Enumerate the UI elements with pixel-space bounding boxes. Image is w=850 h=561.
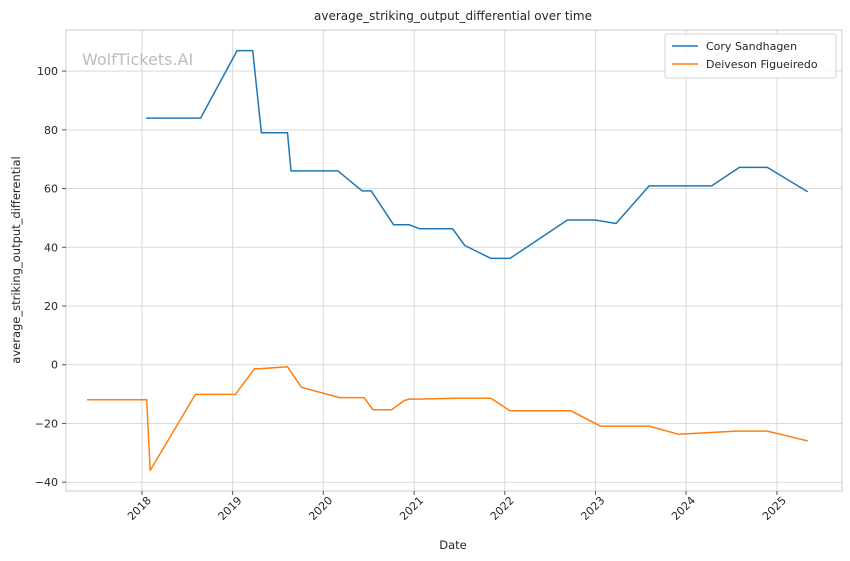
legend-box	[664, 33, 837, 79]
y-tick-label: 80	[44, 124, 58, 137]
plot-frame	[65, 29, 843, 492]
legend-label: Deiveson Figueiredo	[706, 58, 818, 71]
x-tick-label: 2021	[397, 494, 426, 523]
watermark: WolfTickets.AI	[82, 50, 193, 69]
series-line-cory-sandhagen	[145, 49, 808, 260]
y-tick-label: −20	[35, 417, 58, 430]
x-tick-label: 2024	[669, 494, 698, 523]
legend: Cory Sandhagen Deiveson Figueiredo	[664, 33, 837, 79]
chart-title: average_striking_output_differential ove…	[314, 9, 592, 23]
grid	[66, 30, 842, 491]
x-tick-label: 2019	[216, 494, 245, 523]
x-axis-title: Date	[439, 538, 467, 552]
x-tick-label: 2023	[578, 494, 607, 523]
y-tick-label: 20	[44, 300, 58, 313]
x-tick-label: 2020	[306, 494, 335, 523]
y-axis: −40 −20 0 20 40 60 80 100	[35, 65, 66, 489]
x-axis: 2018 2019 2020 2021 2022 2023 2024 2025	[125, 491, 789, 523]
y-tick-label: 100	[37, 65, 58, 78]
x-tick-label: 2018	[125, 494, 154, 523]
y-tick-label: −40	[35, 476, 58, 489]
legend-label: Cory Sandhagen	[706, 40, 797, 53]
x-tick-label: 2025	[760, 494, 789, 523]
y-tick-label: 60	[44, 183, 58, 196]
y-tick-label: 0	[51, 359, 58, 372]
y-axis-title: average_striking_output_differential	[9, 156, 23, 363]
series-layer	[86, 49, 808, 472]
x-tick-label: 2022	[488, 494, 517, 523]
series-line-deiveson-figueiredo	[86, 366, 808, 472]
y-tick-label: 40	[44, 241, 58, 254]
